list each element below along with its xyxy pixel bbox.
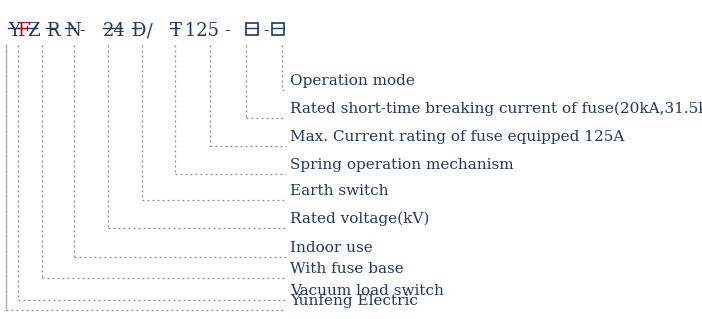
Text: F: F [18,22,30,40]
Text: Spring operation mechanism: Spring operation mechanism [290,158,514,172]
Text: Vacuum load switch: Vacuum load switch [290,284,444,298]
Text: 125 -: 125 - [179,22,237,40]
Text: /: / [141,22,159,40]
Text: Rated voltage(kV): Rated voltage(kV) [290,211,430,226]
Bar [272,23,284,35]
Text: Yunfeng Electric: Yunfeng Electric [290,294,418,308]
Text: -: - [258,22,276,40]
Text: Earth switch: Earth switch [290,184,388,198]
Text: With fuse base: With fuse base [290,262,404,276]
Text: T: T [169,22,181,40]
Bar [246,23,258,35]
Text: Y: Y [8,22,20,40]
Text: R: R [46,22,60,40]
Text: Operation mode: Operation mode [290,74,415,88]
Text: 24: 24 [103,22,126,40]
Text: Max. Current rating of fuse equipped 125A: Max. Current rating of fuse equipped 125… [290,130,624,144]
Text: -: - [74,22,92,40]
Text: N: N [65,22,81,40]
Text: Indoor use: Indoor use [290,241,373,255]
Text: Rated short-time breaking current of fuse(20kA,31.5kA): Rated short-time breaking current of fus… [290,102,702,116]
Text: Z: Z [27,22,39,40]
Text: D: D [131,22,146,40]
